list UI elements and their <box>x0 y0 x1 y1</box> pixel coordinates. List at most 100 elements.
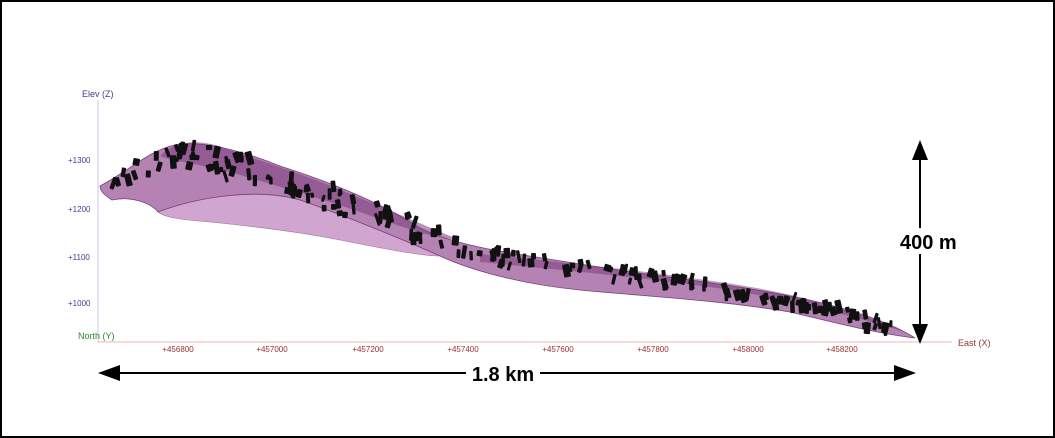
drill-intercept-mark <box>862 309 869 320</box>
drill-intercept-mark <box>310 192 315 198</box>
drill-intercept-mark <box>153 150 159 161</box>
width-label: 1.8 km <box>472 364 534 386</box>
drill-intercept-mark <box>224 158 232 170</box>
drill-intercept-mark <box>185 161 194 171</box>
height-label-bg <box>898 228 972 254</box>
drill-intercept-mark <box>334 199 342 209</box>
drill-intercept-mark <box>321 204 327 212</box>
drill-intercept-mark <box>541 253 548 262</box>
drill-intercept-mark <box>724 291 729 302</box>
drill-intercept-mark <box>611 273 617 285</box>
drill-intercept-mark <box>418 235 423 245</box>
drill-intercept-mark <box>123 173 133 187</box>
drill-intercept-mark <box>660 277 669 290</box>
drill-intercept-mark <box>543 260 549 270</box>
drill-intercept-mark <box>848 308 857 320</box>
drill-intercept-mark <box>661 269 666 277</box>
drill-intercept-mark <box>410 215 419 229</box>
drill-intercept-mark <box>155 161 163 172</box>
drill-intercept-mark <box>489 248 497 262</box>
x-tick-label: +457400 <box>447 345 479 354</box>
drill-intercept-mark <box>189 154 196 161</box>
drill-intercept-mark <box>404 212 410 220</box>
drill-intercept-mark <box>494 245 502 257</box>
drill-intercept-mark <box>349 193 357 205</box>
drill-intercept-mark <box>327 188 332 200</box>
drill-intercept-mark <box>336 210 344 217</box>
drill-intercept-mark <box>222 170 229 183</box>
drill-intercept-mark <box>120 167 127 178</box>
width-arrow-right <box>894 365 916 381</box>
drill-intercept-mark <box>305 192 311 204</box>
drill-intercept-mark <box>804 302 809 314</box>
drill-intercept-mark <box>738 288 748 304</box>
x-tick-label: +457000 <box>256 345 288 354</box>
drill-intercept-mark <box>175 151 181 163</box>
drill-intercept-mark <box>373 200 381 208</box>
drill-intercept-mark <box>456 249 461 259</box>
drill-intercept-mark <box>795 299 800 306</box>
z-ticks: +1300 +1200 +1100 +1000 <box>68 156 91 308</box>
drill-intercept-mark <box>351 203 356 215</box>
drill-intercept-mark <box>720 282 730 295</box>
height-arrow-top <box>912 140 928 160</box>
drill-intercept-mark <box>506 261 512 271</box>
width-arrow-left <box>98 365 120 381</box>
z-tick-label: +1100 <box>68 253 90 262</box>
drill-intercept-mark <box>811 302 819 315</box>
axes: Elev (Z) North (Y) East (X) +1300 +1200 … <box>68 89 991 354</box>
drill-intercept-mark <box>689 284 694 291</box>
z-tick-label: +1200 <box>68 205 91 214</box>
drill-intercepts <box>109 139 893 337</box>
drill-intercept-mark <box>844 306 851 313</box>
drill-intercept-mark <box>246 168 252 181</box>
x-tick-label: +458200 <box>826 345 858 354</box>
drill-intercept-mark <box>374 213 381 226</box>
drill-intercept-mark <box>244 150 255 166</box>
drill-intercept-mark <box>207 163 215 170</box>
drill-intercept-mark <box>650 270 659 283</box>
drill-intercept-mark <box>409 228 414 241</box>
drill-intercept-mark <box>576 262 584 273</box>
drill-intercept-mark <box>303 186 308 193</box>
x-tick-label: +456800 <box>162 345 194 354</box>
z-axis-label: Elev (Z) <box>82 89 114 99</box>
drill-intercept-mark <box>330 180 337 193</box>
x-tick-label: +457200 <box>352 345 384 354</box>
drill-intercept-mark <box>145 170 151 178</box>
drill-intercept-mark <box>834 299 844 315</box>
drill-intercept-mark <box>854 311 860 321</box>
drill-intercept-mark <box>342 211 348 219</box>
drill-intercept-mark <box>295 188 303 199</box>
drill-intercept-mark <box>435 224 442 236</box>
width-dimension <box>98 365 916 381</box>
drill-intercept-mark <box>212 145 221 159</box>
drill-intercept-mark <box>130 169 139 181</box>
drill-intercept-mark <box>872 322 878 331</box>
drill-intercept-mark <box>386 209 394 223</box>
drill-intercept-mark <box>521 253 527 267</box>
drill-intercept-mark <box>212 160 221 175</box>
drill-intercept-mark <box>182 143 189 156</box>
drill-intercept-mark <box>515 250 522 264</box>
drill-intercept-mark <box>252 174 258 187</box>
drill-intercept-mark <box>637 273 642 281</box>
drill-intercept-mark <box>790 300 795 314</box>
drill-intercept-mark <box>232 151 242 164</box>
drill-intercept-mark <box>476 250 483 257</box>
height-arrow-bottom <box>912 324 928 344</box>
drill-intercept-mark <box>759 294 768 306</box>
drill-intercept-mark <box>531 252 537 260</box>
height-label: 400 m <box>900 232 957 254</box>
y-axis-label: North (Y) <box>78 331 115 341</box>
drill-intercept-mark <box>132 158 141 166</box>
z-tick-label: +1300 <box>68 156 91 165</box>
drill-intercept-mark <box>109 176 118 190</box>
drill-intercept-mark <box>771 298 780 311</box>
drill-intercept-mark <box>776 295 784 305</box>
drill-intercept-mark <box>872 312 879 324</box>
drill-intercept-mark <box>623 263 629 274</box>
drill-intercept-mark <box>797 300 805 314</box>
drill-intercept-mark <box>510 249 516 257</box>
